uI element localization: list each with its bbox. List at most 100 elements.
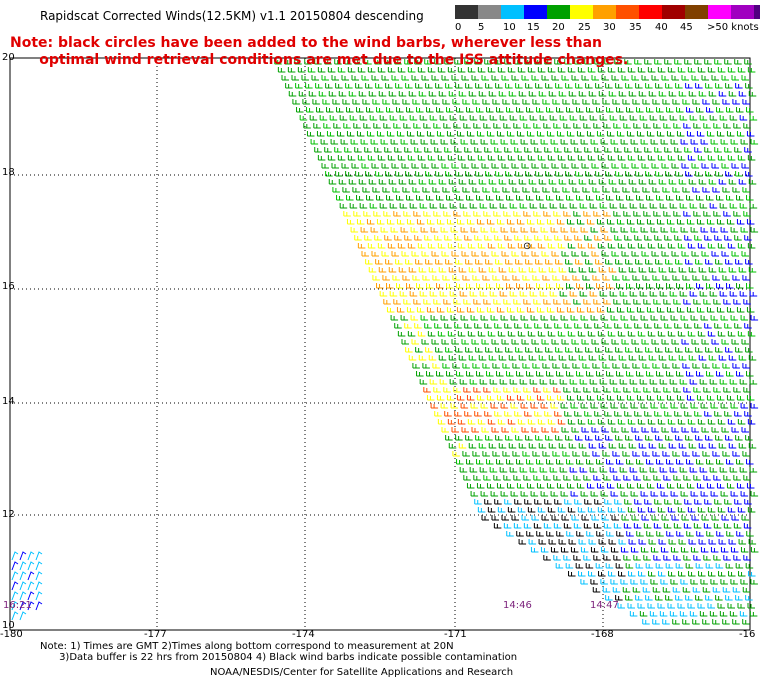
wind-barb bbox=[560, 491, 569, 497]
wind-barb bbox=[447, 331, 456, 337]
wind-barb bbox=[346, 219, 355, 225]
wind-barb bbox=[344, 59, 352, 65]
wind-barb bbox=[671, 427, 679, 433]
wind-barb bbox=[563, 387, 571, 393]
wind-barb bbox=[450, 315, 459, 321]
wind-barb bbox=[630, 491, 639, 497]
wind-barb bbox=[668, 91, 677, 97]
wind-barb bbox=[585, 171, 593, 177]
wind-barb bbox=[637, 507, 646, 513]
wind-barb bbox=[505, 83, 513, 89]
wind-barb bbox=[503, 211, 511, 217]
wind-barb bbox=[294, 59, 302, 65]
wind-barb bbox=[721, 515, 729, 521]
wind-barb bbox=[448, 179, 457, 185]
wind-barb bbox=[671, 163, 679, 169]
wind-barb bbox=[629, 467, 638, 473]
wind-barb bbox=[417, 155, 426, 161]
wind-barb bbox=[412, 363, 420, 369]
wind-barb bbox=[35, 551, 43, 561]
wind-barb bbox=[522, 451, 530, 457]
wind-barb bbox=[426, 131, 435, 137]
wind-barb bbox=[737, 67, 746, 73]
wind-barb bbox=[732, 619, 740, 625]
wind-barb bbox=[716, 219, 725, 225]
wind-barb bbox=[538, 267, 547, 273]
wind-barb bbox=[663, 475, 671, 481]
wind-barb bbox=[484, 147, 492, 153]
wind-barb bbox=[472, 275, 480, 281]
wind-barb bbox=[655, 347, 663, 353]
wind-barb bbox=[422, 187, 430, 193]
wind-barb bbox=[715, 435, 723, 441]
wind-barb bbox=[586, 219, 595, 225]
wind-barb bbox=[700, 403, 709, 409]
wind-barb bbox=[682, 275, 690, 281]
wind-barb bbox=[568, 355, 577, 361]
scale-swatch bbox=[478, 5, 501, 19]
wind-barb bbox=[522, 99, 530, 105]
wind-barb bbox=[648, 539, 657, 545]
wind-barb bbox=[457, 155, 466, 161]
wind-barb bbox=[742, 187, 750, 193]
wind-barb bbox=[546, 307, 555, 313]
wind-barb bbox=[703, 555, 711, 561]
wind-barb bbox=[583, 523, 592, 529]
wind-barb bbox=[338, 179, 347, 185]
wind-barb bbox=[424, 323, 432, 329]
wind-barb bbox=[633, 523, 642, 529]
wind-barb bbox=[405, 259, 413, 265]
wind-barb bbox=[634, 411, 642, 417]
wind-barb bbox=[663, 555, 671, 561]
wind-barb bbox=[526, 483, 535, 489]
wind-barb bbox=[35, 571, 43, 581]
wind-barb bbox=[581, 427, 589, 433]
wind-barb bbox=[705, 259, 713, 265]
wind-barb bbox=[303, 123, 311, 129]
wind-barb bbox=[650, 491, 659, 497]
wind-barb bbox=[719, 379, 728, 385]
wind-barb bbox=[427, 243, 436, 249]
wind-barb bbox=[615, 563, 624, 569]
wind-barb bbox=[637, 331, 646, 337]
wind-barb bbox=[550, 403, 559, 409]
wind-barb bbox=[689, 203, 698, 209]
wind-barb bbox=[641, 75, 649, 81]
wind-barb bbox=[619, 203, 628, 209]
wind-barb bbox=[559, 115, 568, 121]
wind-barb bbox=[461, 251, 469, 257]
wind-barb bbox=[686, 459, 694, 465]
wind-barb bbox=[486, 107, 494, 113]
wind-barb bbox=[676, 459, 684, 465]
wind-barb bbox=[445, 347, 453, 353]
wind-barb bbox=[456, 283, 464, 289]
graticule bbox=[10, 58, 750, 630]
wind-barb bbox=[546, 459, 554, 465]
wind-barb bbox=[513, 123, 521, 129]
wind-barb bbox=[468, 91, 477, 97]
wind-barb bbox=[482, 275, 490, 281]
wind-barb bbox=[602, 451, 610, 457]
wind-barb bbox=[576, 195, 584, 201]
wind-barb bbox=[487, 67, 496, 73]
wind-barb bbox=[433, 387, 441, 393]
wind-barb bbox=[595, 435, 603, 441]
wind-barb bbox=[470, 403, 479, 409]
wind-barb bbox=[470, 227, 479, 233]
wind-barb bbox=[335, 83, 343, 89]
wind-barb bbox=[727, 243, 736, 249]
wind-barb bbox=[543, 123, 551, 129]
wind-barb bbox=[397, 67, 406, 73]
wind-barb bbox=[636, 195, 644, 201]
wind-barb bbox=[618, 179, 627, 185]
wind-barb bbox=[564, 323, 572, 329]
wind-barb bbox=[610, 315, 619, 321]
wind-barb bbox=[631, 339, 639, 345]
wind-barb bbox=[602, 587, 611, 593]
wind-barb bbox=[583, 299, 591, 305]
wind-barb bbox=[627, 243, 636, 249]
wind-barb bbox=[512, 187, 520, 193]
wind-barb bbox=[696, 307, 705, 313]
wind-barb bbox=[497, 155, 506, 161]
wind-barb bbox=[471, 339, 479, 345]
